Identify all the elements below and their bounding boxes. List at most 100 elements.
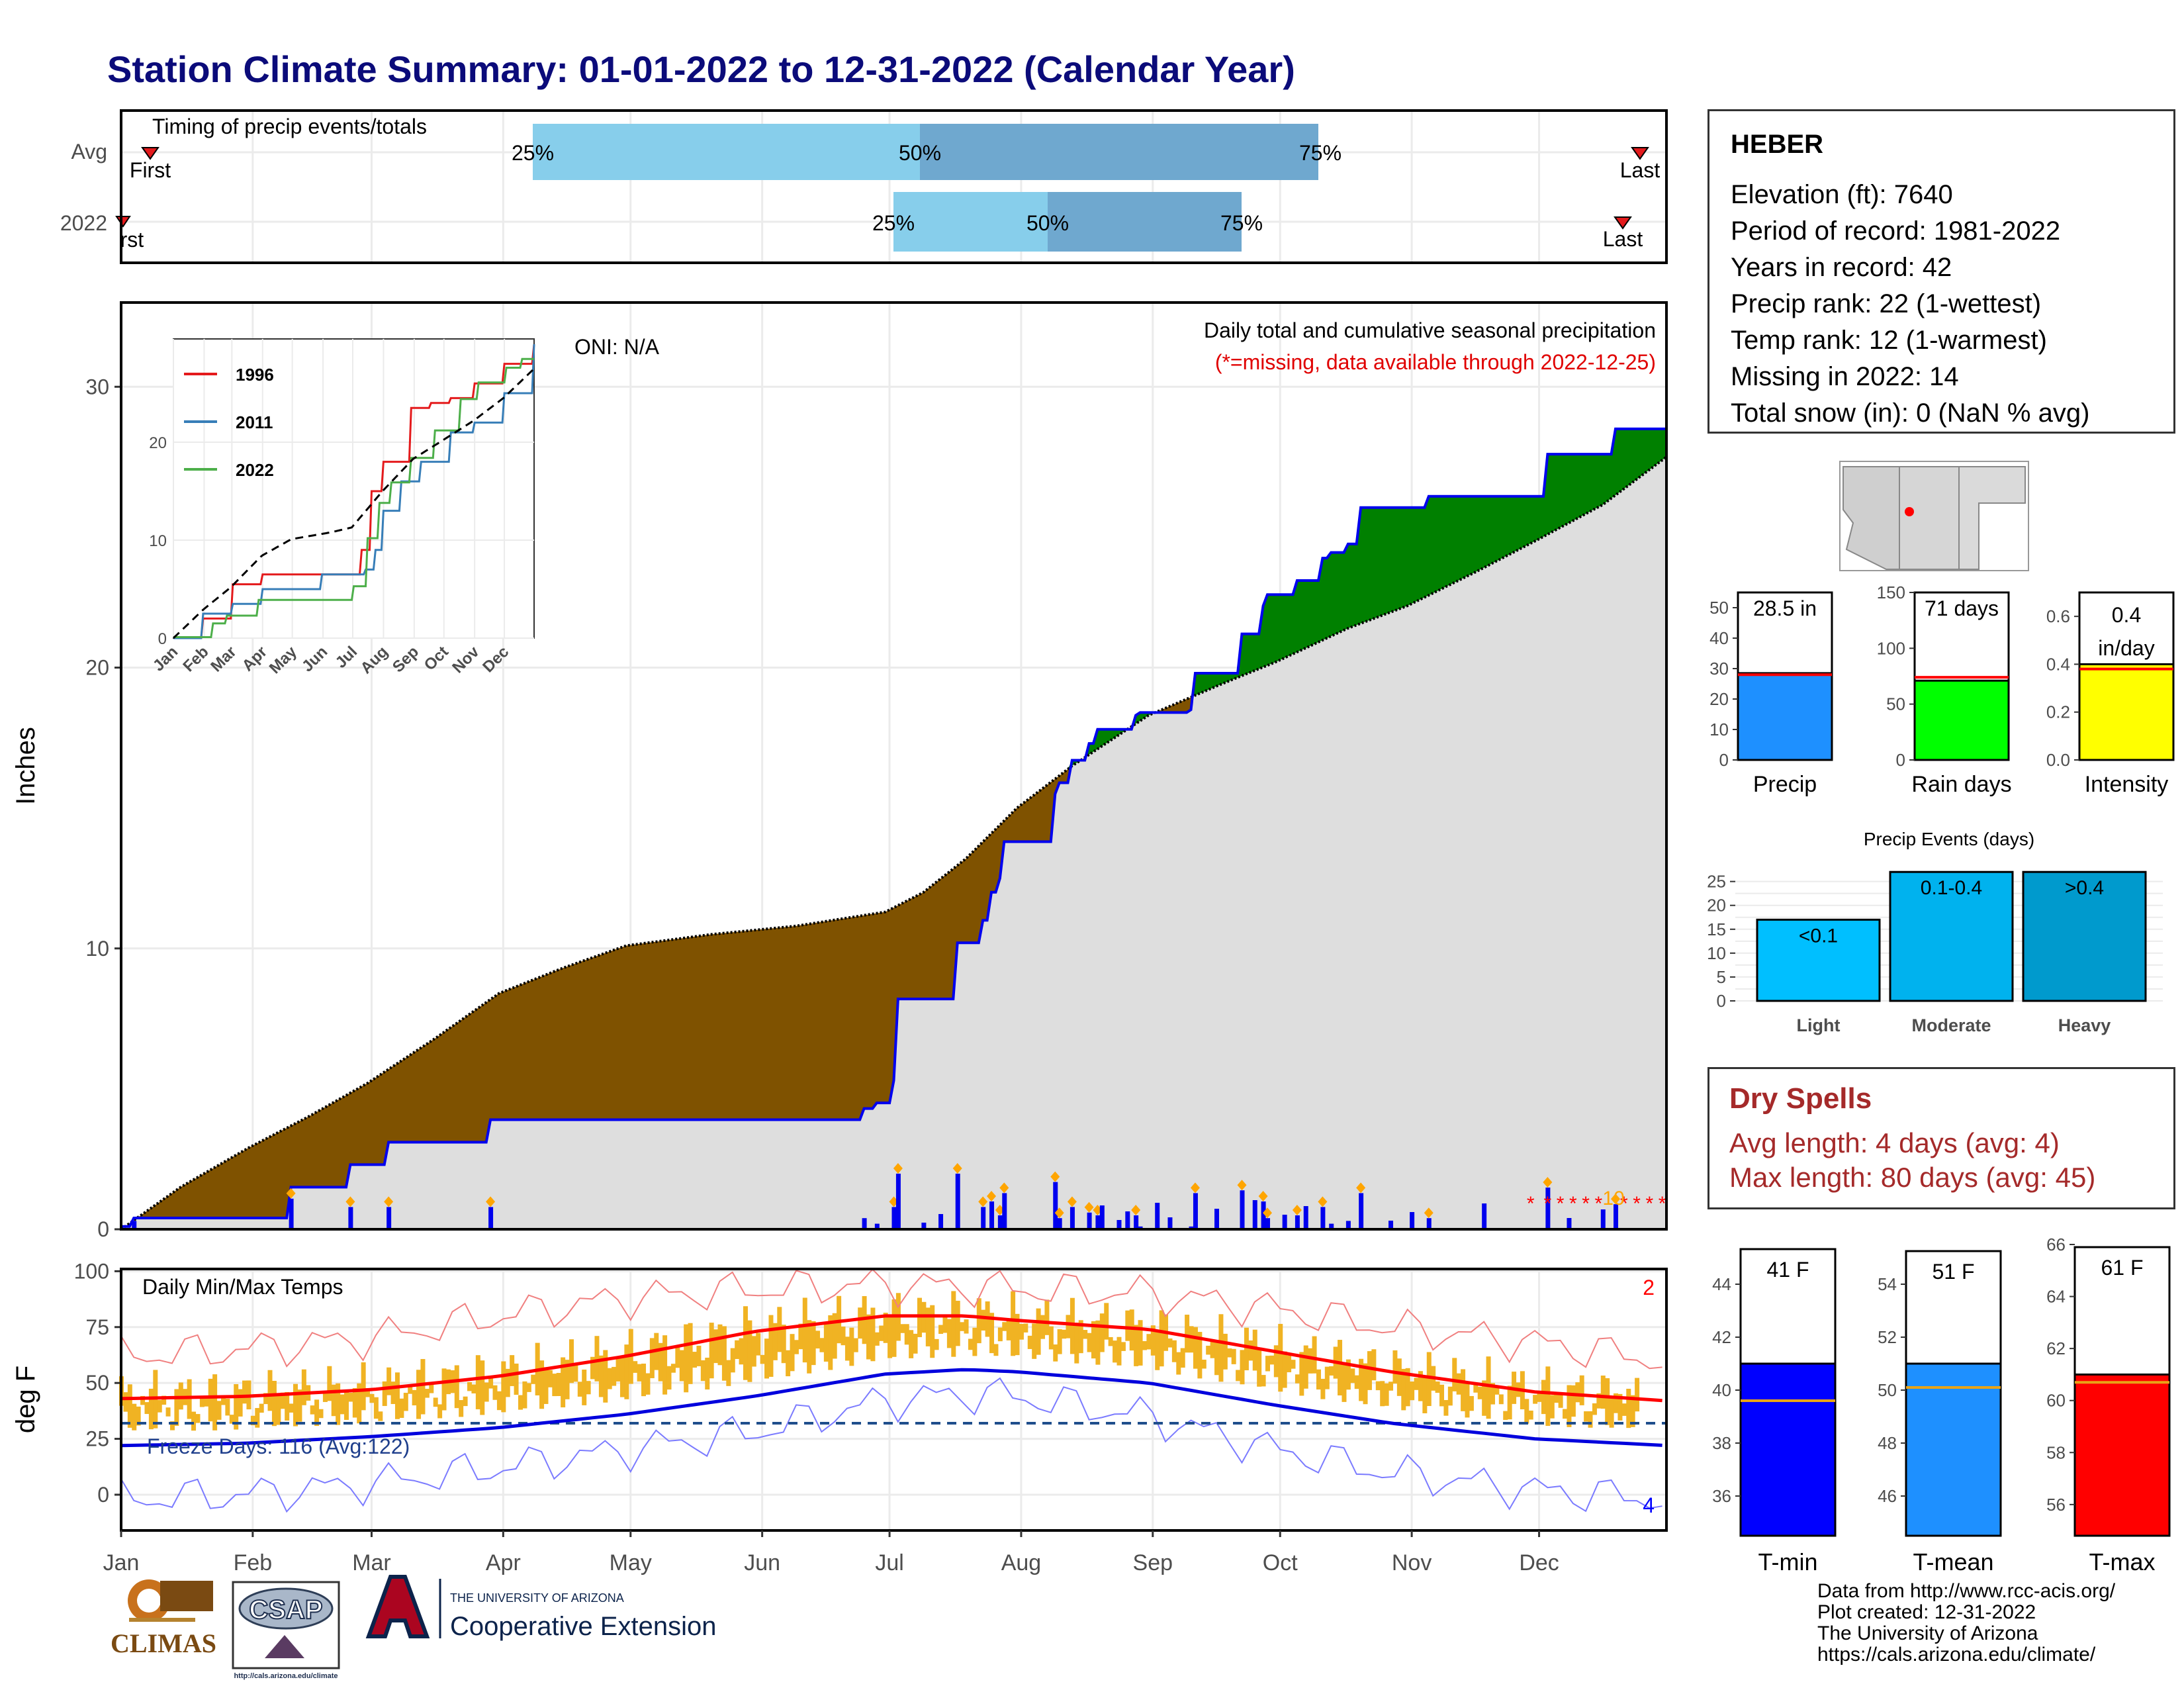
daily-temp-bar <box>140 1395 146 1405</box>
neighbor-shape <box>1958 466 2026 570</box>
daily-temp-bar <box>1142 1340 1147 1350</box>
avg-last-marker <box>1631 147 1649 160</box>
heavy-event-marker <box>1190 1182 1200 1194</box>
daily-temp-bar <box>815 1331 821 1349</box>
month-label: Jan <box>103 1550 140 1575</box>
month-label: Sep <box>1133 1550 1173 1575</box>
daily-temp-bar <box>730 1348 735 1373</box>
missing-day-marker: * <box>1527 1193 1535 1215</box>
station-years: Years in record: 42 <box>1731 253 1952 282</box>
footer-line: Plot created: 12-31-2022 <box>1817 1601 2036 1623</box>
new-mexico-shape <box>1899 466 1960 570</box>
daily-precip-bar <box>997 1215 1003 1229</box>
daily-temp-bar <box>195 1414 201 1423</box>
intensity-ytick-label: 0.2 <box>2046 702 2070 722</box>
daily-temp-bar <box>1104 1303 1109 1340</box>
daily-temp-bar <box>416 1370 422 1419</box>
daily-temp-bar <box>1171 1340 1177 1362</box>
daily-temp-bar <box>1452 1358 1457 1391</box>
daily-temp-bar <box>1605 1378 1610 1425</box>
daily-temp-bar <box>1320 1378 1326 1399</box>
daily-temp-bar <box>144 1402 150 1415</box>
daily-temp-bar <box>1027 1335 1032 1349</box>
daily-temp-bar <box>340 1394 345 1415</box>
daily-temp-bar <box>1167 1338 1173 1348</box>
daily-temp-bar <box>615 1357 621 1382</box>
daily-temp-bar <box>666 1366 672 1390</box>
month-label: Dec <box>1519 1550 1559 1575</box>
daily-temp-bar <box>1477 1386 1482 1399</box>
record-max-line <box>120 1268 1662 1370</box>
daily-temp-bar <box>853 1338 858 1352</box>
daily-precip-bar <box>348 1207 353 1229</box>
heavy-event-marker <box>987 1191 997 1201</box>
inset-line-2022 <box>173 357 534 638</box>
missing-day-marker: * <box>1659 1193 1666 1215</box>
daily-temp-bar <box>492 1385 498 1400</box>
daily-temp-bar <box>1490 1383 1495 1405</box>
daily-temp-bar <box>772 1323 778 1360</box>
daily-temp-bar <box>343 1390 349 1421</box>
daily-temp-bar <box>1291 1360 1296 1369</box>
daily-temp-bar <box>721 1326 727 1381</box>
csap-logo-text: CSAP <box>249 1595 322 1624</box>
daily-temp-bar <box>989 1313 995 1354</box>
daily-temp-bar <box>1087 1333 1092 1352</box>
heavy-event-marker <box>1263 1207 1273 1219</box>
daily-temp-bar <box>369 1393 375 1403</box>
2022-cumulative-line <box>121 427 1666 1228</box>
inset-ytick-label: 0 <box>158 630 167 648</box>
daily-temp-bar <box>420 1359 426 1415</box>
temp-ytick-label: 0 <box>97 1483 109 1507</box>
daily-temp-bar <box>874 1332 880 1346</box>
daily-temp-bar <box>1626 1388 1631 1429</box>
daily-temp-bar <box>1099 1313 1105 1352</box>
daily-temp-bar <box>1630 1395 1635 1427</box>
daily-temp-bar <box>1044 1299 1050 1335</box>
daily-temp-bar <box>1252 1329 1257 1371</box>
daily-precip-bar <box>1125 1211 1130 1229</box>
daily-temp-bar <box>1036 1308 1041 1355</box>
daily-precip-bar <box>921 1223 927 1229</box>
daily-temp-bar <box>900 1324 905 1333</box>
daily-temp-bar <box>1303 1345 1308 1389</box>
timing-label: Timing of precip events/totals <box>152 115 427 138</box>
daily-temp-bar <box>480 1360 485 1415</box>
daily-temp-bar <box>1384 1383 1389 1406</box>
daily-temp-bar <box>832 1313 837 1359</box>
intensity-unit-label: in/day <box>2098 636 2154 660</box>
daily-temp-bar <box>161 1395 167 1405</box>
daily-temp-bar <box>327 1366 332 1401</box>
daily-temp-bar <box>488 1377 494 1389</box>
tmean-bar <box>1905 1362 2002 1537</box>
inset-ytick-label: 10 <box>149 532 167 550</box>
daily-temp-bar <box>157 1399 162 1413</box>
daily-temp-bar <box>1363 1363 1368 1405</box>
daily-temp-bar <box>1456 1373 1461 1395</box>
missing-count: 10 <box>1602 1188 1624 1209</box>
daily-temp-bar <box>191 1411 197 1431</box>
daily-temp-bar <box>174 1389 179 1426</box>
daily-precip-bar <box>1095 1215 1101 1229</box>
raindays-value-label: 71 days <box>1925 596 1999 620</box>
daily-temp-bar <box>934 1338 939 1350</box>
precip-ytick-label: 10 <box>1709 720 1729 739</box>
avg-p50-label: 50% <box>899 141 941 165</box>
daily-temp-bar <box>390 1382 396 1405</box>
heavy-event-marker <box>893 1163 903 1174</box>
daily-precip-bar <box>1193 1193 1198 1229</box>
tmin-ytick-label: 44 <box>1712 1274 1731 1294</box>
events-ytick-label: 15 <box>1707 919 1726 939</box>
surplus-fill <box>121 428 1666 1229</box>
daily-temp-bar <box>607 1368 612 1389</box>
daily-precip-bar <box>132 1221 137 1229</box>
precip-label: Precip <box>1753 772 1817 797</box>
precip-ytick-label: 20 <box>85 656 109 680</box>
daily-temp-bar <box>790 1334 795 1372</box>
daily-temp-bar <box>1273 1345 1279 1378</box>
daily-temp-bar <box>132 1403 137 1430</box>
heavy-event-marker <box>952 1163 962 1174</box>
daily-temp-bar <box>220 1395 226 1405</box>
daily-temp-bar <box>1537 1391 1542 1402</box>
daily-temp-bar <box>250 1415 255 1426</box>
